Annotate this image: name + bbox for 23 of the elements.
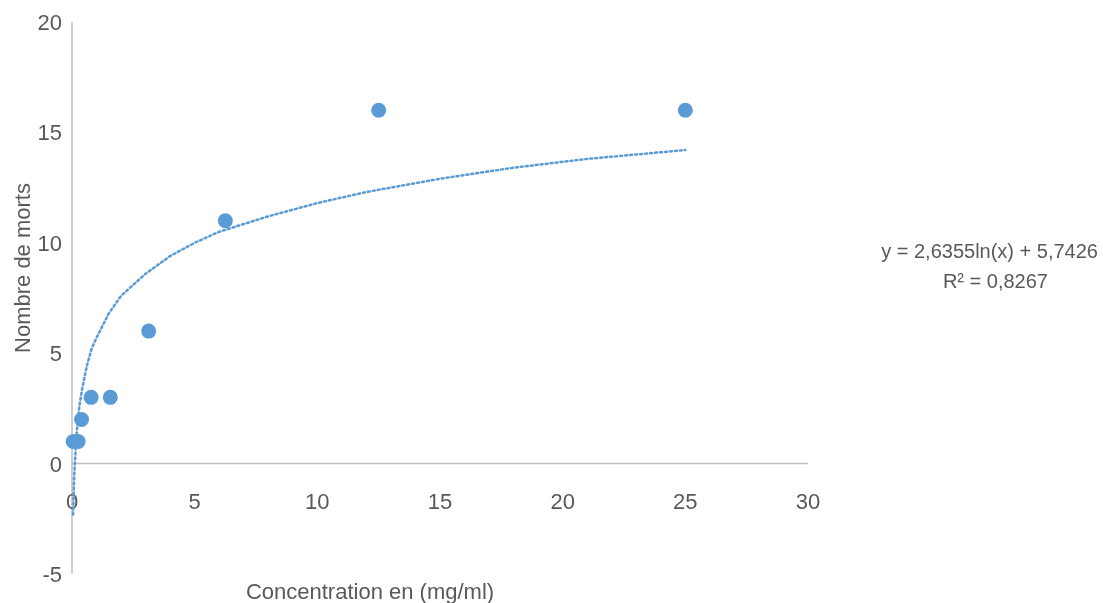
x-tick-label: 25 [673,488,698,514]
y-tick-label: 10 [37,230,62,256]
y-tick-label: 5 [49,341,62,367]
y-tick-label: 20 [37,10,62,35]
x-tick-label: 15 [427,488,453,514]
y-tick-label: 15 [37,120,62,146]
point [83,389,99,405]
point [102,389,118,405]
point [74,411,90,427]
x-tick-label: 5 [188,488,201,514]
point [371,102,387,118]
x-tick-label: 20 [550,488,575,514]
y-tick-label: 0 [49,451,62,477]
point [217,213,233,229]
point [677,102,693,118]
x-axis-title: Concentration en (mg/ml) [245,579,495,603]
text: R² = 0,8267 [942,270,1048,292]
x-tick-label: 30 [795,488,821,514]
y-tick-label: -5 [42,562,62,587]
point [141,323,157,339]
y-axis-title: Nombre de morts [10,183,35,353]
text: y = 2,6355ln(x) + 5,7426 [881,240,1098,262]
x-tick-label: 10 [305,488,330,514]
